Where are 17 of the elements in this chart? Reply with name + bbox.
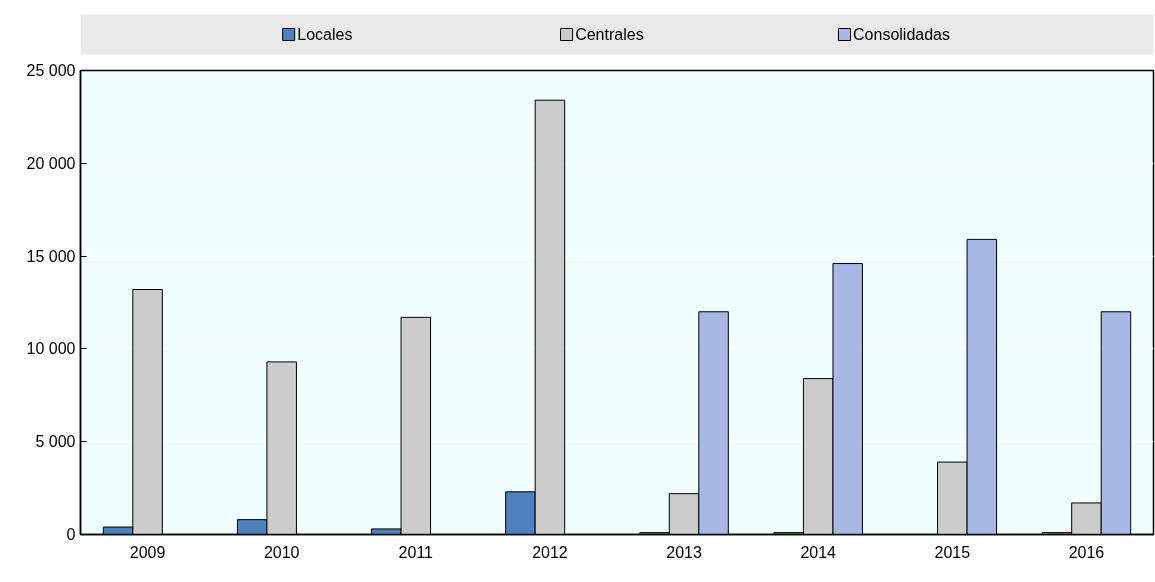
x-tick-label: 2013 [666,543,702,561]
x-tick-label: 2015 [934,543,971,561]
x-tick-label: 2011 [398,543,434,561]
y-tick-label: 20 000 [26,154,76,172]
y-tick-label: 0 [66,526,76,543]
y-tick-label: 25 000 [26,62,76,79]
legend-label: Consolidadas [853,26,951,43]
y-tick-label: 10 000 [26,340,76,358]
x-tick-label: 2016 [1068,543,1105,561]
legend-label: Centrales [575,26,644,43]
x-tick-label: 2012 [532,543,568,561]
x-tick-label: 2009 [129,543,166,561]
legend-label: Locales [297,26,353,43]
x-tick-label: 2014 [800,543,837,561]
y-tick-label: 15 000 [26,247,76,265]
y-tick-label: 5 000 [35,433,76,451]
x-tick-label: 2010 [263,543,300,561]
